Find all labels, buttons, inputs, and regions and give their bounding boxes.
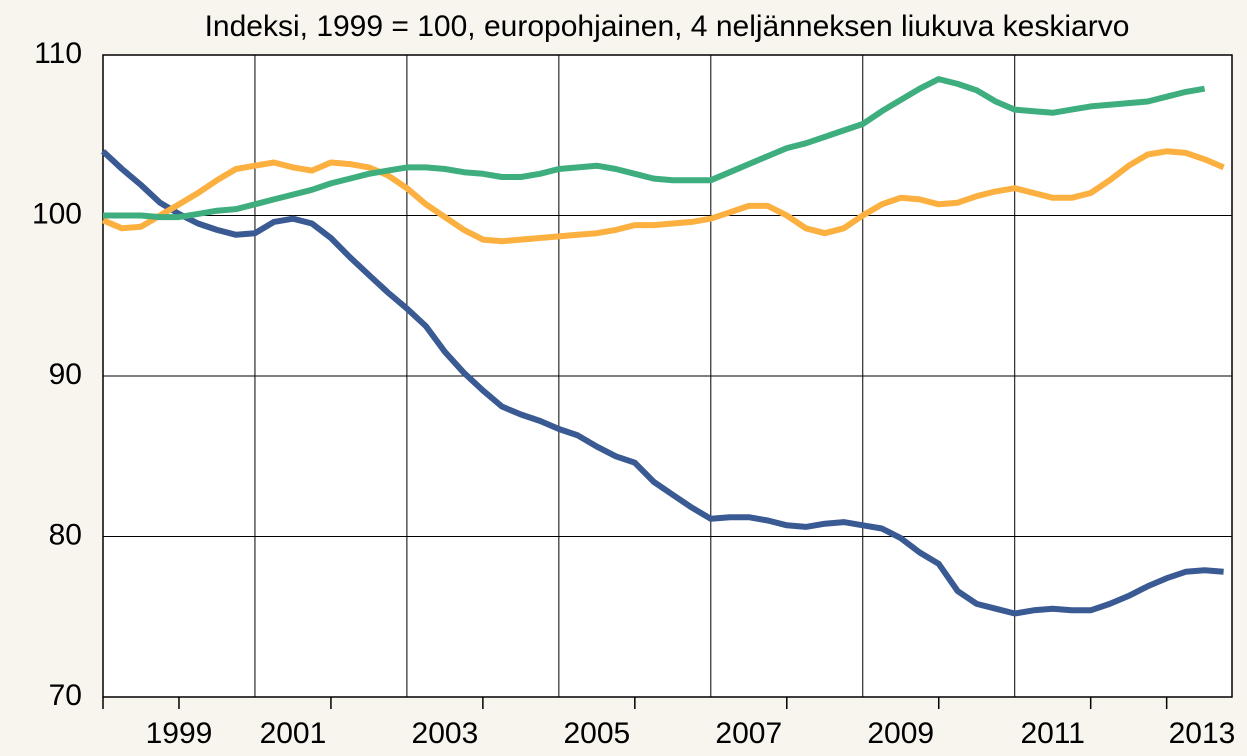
x-tick-label: 2013 (1169, 717, 1236, 750)
y-tick-label: 80 (49, 518, 82, 551)
x-tick-label: 2011 (1020, 717, 1085, 750)
x-tick-label: 2001 (260, 717, 327, 750)
x-tick-label: 2005 (563, 717, 630, 750)
series-line (100, 149, 1224, 617)
y-tick-label: 90 (49, 358, 82, 391)
y-tick-label: 110 (34, 37, 82, 70)
series-line (101, 148, 1225, 245)
x-tick-label: 1999 (146, 717, 213, 750)
y-tick-label: 100 (32, 197, 82, 230)
y-tick-label: 70 (49, 679, 82, 712)
x-tick-label: 2009 (867, 717, 934, 750)
x-tick-label: 2003 (412, 717, 479, 750)
chart-title: Indeksi, 1999 = 100, europohjainen, 4 ne… (205, 10, 1130, 43)
series-line (103, 76, 1206, 221)
plot-border (102, 54, 1233, 698)
x-tick-label: 2007 (715, 717, 782, 750)
